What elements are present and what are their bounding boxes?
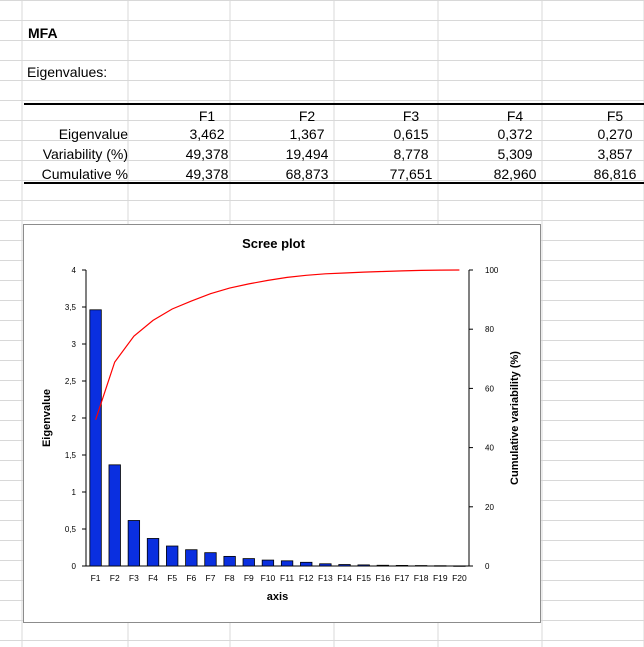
table-cell: 8,778 [393,146,429,162]
x-tick-label: F2 [110,573,120,583]
y2-axis-label: Cumulative variability (%) [509,351,521,485]
bar-F10 [261,559,275,567]
table-bottom-border [24,182,644,184]
bar-F9 [242,558,255,567]
bar-F15 [357,564,370,567]
bar-F11 [280,560,294,567]
x-tick-label: F6 [186,573,196,583]
table-cell: 1,367 [289,126,325,142]
table-cell: 0,615 [393,126,429,142]
x-tick-label: F4 [148,573,158,583]
x-axis-label: axis [267,591,288,603]
x-tick-label: F3 [129,573,139,583]
bar-F8 [223,555,236,567]
x-tick-label: F5 [167,573,177,583]
scree-plot-chart: Scree plot 0 0,5 1 1,5 2 2,5 3 3,5 4 0 20 40 60 80 100 E… [23,224,541,623]
bar-F6 [185,549,198,567]
y-axis-label: Eigenvalue [41,389,53,447]
table-top-border [24,103,644,105]
table-header-f4: F4 [506,108,524,124]
bar-F20 [453,565,466,567]
x-tick-label: F18 [414,573,429,583]
y-tick-label: 2,5 [65,377,77,386]
table-header-f2: F2 [298,108,316,124]
bar-F17 [395,565,409,567]
x-tick-label: F16 [375,573,390,583]
y2-tick-label: 0 [485,562,490,571]
bar-F18 [414,565,428,567]
y-tick-label: 3,5 [65,303,77,312]
y2-tick-label: 20 [485,503,494,512]
table-cell: 5,309 [497,146,533,162]
bar-F3 [127,520,141,567]
table-cell: 49,378 [185,146,229,162]
y2-tick-label: 40 [485,444,494,453]
x-tick-label: F7 [206,573,216,583]
table-cell: 0,270 [597,126,633,142]
bar-F12 [300,561,313,567]
bar-F2 [108,464,121,567]
table-cell: 3,857 [597,146,633,162]
y2-tick-label: 80 [485,325,494,334]
table-header-f1: F1 [198,108,216,124]
x-tick-label: F12 [299,573,314,583]
eigenvalues-heading: Eigenvalues: [27,64,108,80]
table-cell: 82,960 [493,166,537,182]
bar-F1 [89,309,102,567]
y-tick-label: 1 [72,488,77,497]
x-tick-label: F8 [225,573,235,583]
cumulative-line [95,269,460,420]
bar-F16 [376,564,389,567]
x-tick-label: F20 [452,573,467,583]
table-header-f5: F5 [606,108,624,124]
y-tick-label: 0 [72,562,77,571]
x-tick-label: F11 [280,573,294,583]
x-tick-label: F1 [91,573,101,583]
table-cell: 86,816 [593,166,637,182]
sheet-title: MFA [28,25,58,41]
table-row-label: Cumulative % [41,166,128,182]
table-cell: 3,462 [189,126,225,142]
bar-F7 [204,552,217,567]
x-tick-label: F19 [433,573,448,583]
bar-F14 [338,564,351,567]
bar-F19 [434,565,447,567]
table-cell: 68,873 [285,166,329,182]
table-header-f3: F3 [402,108,420,124]
eigenvalues-table: F1 F2 F3 F4 F5 Eigenvalue 3,462 1,367 0,… [24,103,644,184]
bar-F4 [146,538,160,567]
y-tick-label: 2 [72,414,77,423]
bar-F5 [166,545,179,567]
x-tick-label: F13 [318,573,333,583]
y2-tick-label: 100 [485,266,499,275]
table-cell: 49,378 [185,166,229,182]
table-cell: 0,372 [497,126,533,142]
bar-F13 [319,563,332,567]
y-tick-label: 0,5 [65,525,77,534]
y2-tick-label: 60 [485,384,494,393]
x-tick-label: F9 [244,573,254,583]
x-tick-label: F15 [356,573,371,583]
y-tick-label: 1,5 [65,451,77,460]
table-cell: 77,651 [389,166,433,182]
y-tick-label: 3 [72,340,77,349]
table-row-label: Variability (%) [42,146,128,162]
table-row-label: Eigenvalue [58,126,128,142]
x-tick-label: F14 [337,573,352,583]
table-cell: 19,494 [285,146,329,162]
y-tick-label: 4 [72,266,77,275]
chart-svg: Scree plot00,511,522,533,54020406080100E… [41,236,521,603]
chart-title: Scree plot [242,236,306,251]
x-tick-label: F17 [395,573,410,583]
x-tick-label: F10 [261,573,276,583]
